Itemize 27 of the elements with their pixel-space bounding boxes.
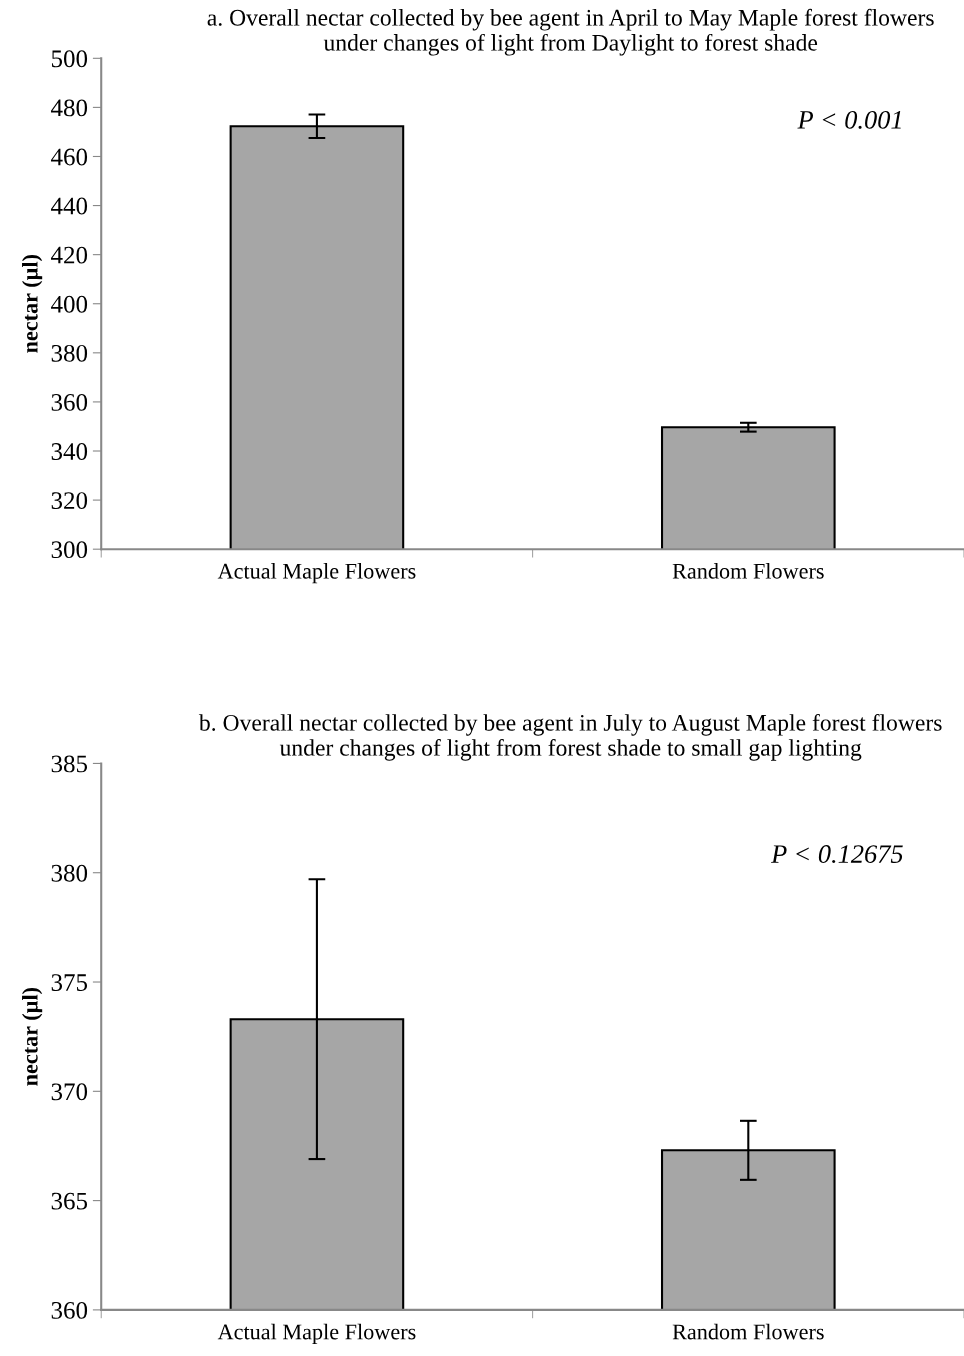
annotation: P < 0.001 bbox=[797, 110, 901, 129]
x-tick-label: Actual Maple Flowers bbox=[217, 1323, 416, 1344]
y-tick-label: 380 bbox=[51, 864, 88, 882]
y-tick-label: 360 bbox=[51, 1301, 88, 1319]
y-tick-label: 365 bbox=[51, 1192, 88, 1210]
chart-title: a. Overall nectar collected by bee agent in April to May Maple forest flowers under changes of light from Daylight to forest shade bbox=[207, 8, 934, 56]
y-tick-label: 340 bbox=[51, 443, 88, 460]
x-tick-label: Random Flowers bbox=[672, 563, 824, 579]
y-tick-label: 460 bbox=[51, 148, 88, 166]
y-tick-label: 420 bbox=[51, 246, 88, 264]
y-axis-title: nectar (µl) bbox=[22, 987, 43, 1086]
x-tick-label: Random Flowers bbox=[672, 1323, 824, 1340]
y-tick-label: 400 bbox=[51, 295, 88, 313]
annotation: P < 0.12675 bbox=[771, 845, 903, 864]
y-tick-label: 375 bbox=[51, 974, 88, 991]
y-tick-label: 360 bbox=[51, 393, 88, 411]
y-axis-title: nectar (µl) bbox=[22, 255, 43, 353]
x-tick-label: Actual Maple Flowers bbox=[217, 563, 416, 584]
y-tick-label: 385 bbox=[51, 755, 88, 773]
chart-title: b. Overall nectar collected by bee agent in July to August Maple forest flowers under changes of light from forest shade to small gap lighting bbox=[198, 713, 942, 761]
y-tick-label: 380 bbox=[51, 344, 88, 362]
y-tick-label: 500 bbox=[51, 50, 88, 68]
y-tick-label: 300 bbox=[51, 541, 88, 559]
y-tick-label: 480 bbox=[51, 99, 88, 117]
y-tick-label: 370 bbox=[51, 1083, 88, 1101]
y-tick-label: 440 bbox=[51, 197, 88, 215]
y-tick-label: 320 bbox=[51, 492, 88, 510]
